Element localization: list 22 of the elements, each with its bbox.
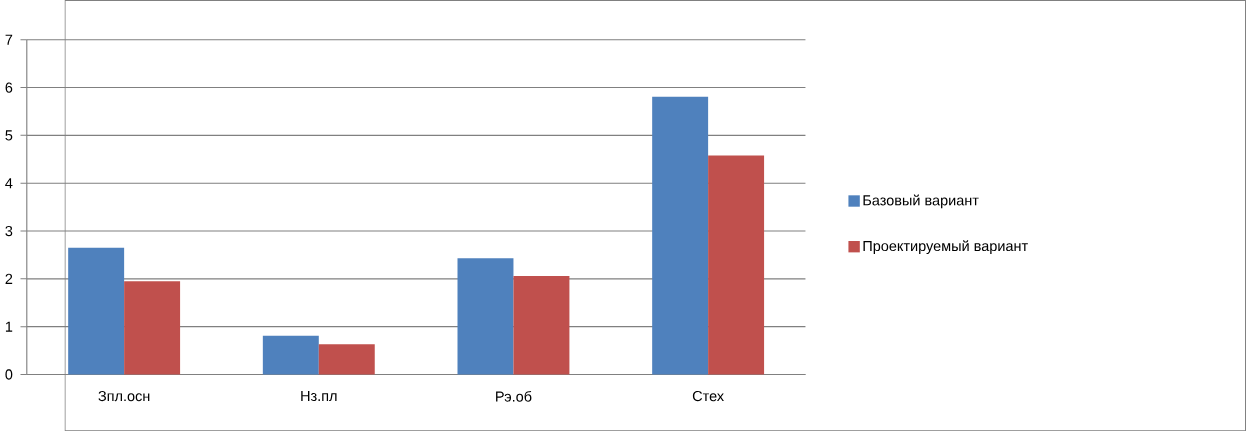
legend-label: Проектируемый вариант <box>863 240 1028 254</box>
bar <box>652 96 709 375</box>
y-tick-label: 2 <box>5 273 13 284</box>
bar <box>262 335 319 375</box>
x-tick-label: Рэ.об <box>496 390 532 402</box>
bar <box>318 344 375 375</box>
x-tick-label: Стех <box>692 390 724 402</box>
y-tick-label: 7 <box>5 34 13 45</box>
bar <box>513 275 570 375</box>
x-tick-label: Нз.пл <box>301 390 337 401</box>
y-tick-label: 0 <box>5 369 13 380</box>
legend-label: Базовый вариант <box>863 194 979 209</box>
y-tick-label: 5 <box>5 130 13 141</box>
y-tick-label: 4 <box>5 178 13 189</box>
x-tick-label: Зпл.осн <box>98 390 150 402</box>
bar <box>457 258 514 375</box>
y-tick-label: 6 <box>5 82 13 93</box>
y-tick-label: 3 <box>5 225 13 237</box>
bar <box>708 155 765 375</box>
y-tick-label: 1 <box>5 321 13 332</box>
bar <box>124 281 181 375</box>
bar <box>68 247 125 375</box>
